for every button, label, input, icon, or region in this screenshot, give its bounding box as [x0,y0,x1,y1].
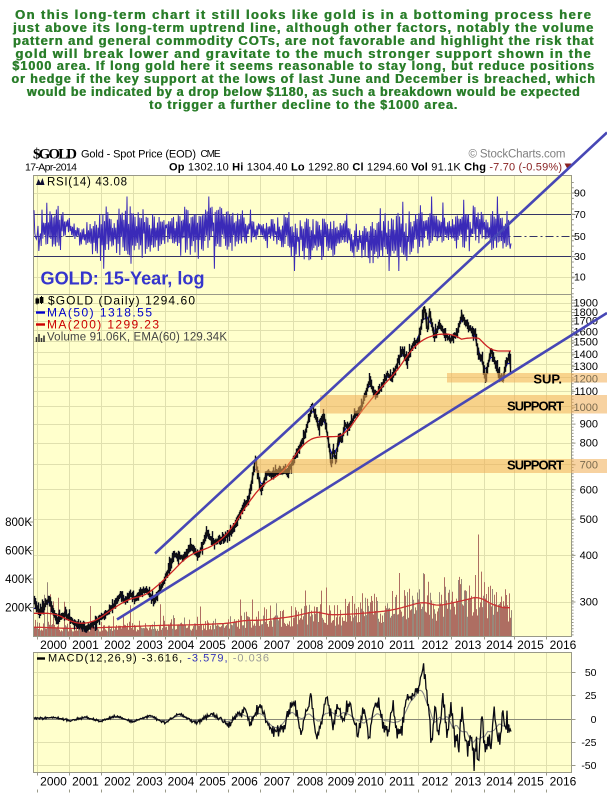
svg-text:2016: 2016 [550,775,577,789]
svg-text:MA(50) 1318.55: MA(50) 1318.55 [47,306,152,320]
svg-text:800K: 800K [5,517,32,529]
svg-text:900: 900 [580,419,598,431]
svg-text:30: 30 [574,251,586,263]
svg-text:1300: 1300 [574,361,598,373]
svg-text:1000: 1000 [574,402,598,414]
svg-text:1200: 1200 [574,374,598,386]
svg-text:300: 300 [580,597,598,609]
svg-text:© StockCharts.com: © StockCharts.com [469,149,566,161]
svg-text:2013: 2013 [455,638,482,652]
svg-text:2015: 2015 [517,775,544,789]
svg-text:SUPPORT: SUPPORT [507,399,564,414]
svg-text:90: 90 [574,188,586,200]
svg-text:RSI(14) 43.08: RSI(14) 43.08 [47,177,127,189]
svg-text:400: 400 [580,550,598,562]
svg-text:2001: 2001 [72,775,99,789]
svg-text:2002: 2002 [104,775,131,789]
svg-text:600: 600 [580,484,598,496]
svg-text:2007: 2007 [264,775,291,789]
svg-text:1100: 1100 [574,386,598,398]
svg-text:2016: 2016 [550,638,577,652]
svg-text:2003: 2003 [136,638,163,652]
svg-text:2006: 2006 [231,638,258,652]
svg-text:2010: 2010 [357,775,384,789]
svg-text:400K: 400K [5,574,32,586]
svg-text:2006: 2006 [231,775,258,789]
svg-text:2014: 2014 [486,638,513,652]
svg-text:2001: 2001 [72,638,99,652]
svg-text:GOLD: 15-Year, log: GOLD: 15-Year, log [41,268,205,289]
svg-text:700: 700 [580,459,598,471]
svg-text:Op 1302.10 Hi 1304.40 Lo 1292.: Op 1302.10 Hi 1304.40 Lo 1292.80 Cl 1294… [169,162,562,174]
svg-text:2011: 2011 [389,775,415,789]
svg-text:50: 50 [574,231,586,243]
svg-text:2011: 2011 [389,638,415,652]
svg-text:800: 800 [580,438,598,450]
svg-text:2005: 2005 [199,638,226,652]
svg-text:10: 10 [574,272,586,284]
svg-text:2000: 2000 [40,775,67,789]
svg-text:2003: 2003 [136,775,163,789]
svg-text:2013: 2013 [455,775,482,789]
svg-text:2004: 2004 [168,638,195,652]
svg-text:Gold - Spot Price (EOD): Gold - Spot Price (EOD) [81,149,196,161]
svg-text:Volume 91.06K, EMA(60) 129.34K: Volume 91.06K, EMA(60) 129.34K [47,332,227,344]
svg-text:1400: 1400 [574,349,598,361]
svg-text:25: 25 [585,690,597,702]
svg-text:2009: 2009 [328,775,355,789]
svg-text:2012: 2012 [422,775,449,789]
svg-text:2005: 2005 [199,775,226,789]
svg-text:2008: 2008 [297,775,324,789]
svg-text:2004: 2004 [168,775,195,789]
svg-text:$GOLD (Daily) 1294.60: $GOLD (Daily) 1294.60 [48,294,195,308]
svg-text:MACD(12,26,9) -3.616, -3.579,: MACD(12,26,9) -3.616, -3.579, -0.036 [48,653,269,665]
svg-text:2012: 2012 [422,638,449,652]
svg-text:500: 500 [580,514,598,526]
svg-text:$GOLD: $GOLD [33,147,77,163]
svg-text:SUPPORT: SUPPORT [507,458,564,473]
svg-text:600K: 600K [5,546,32,558]
svg-text:2002: 2002 [104,638,131,652]
svg-text:0: 0 [591,714,597,726]
svg-text:1500: 1500 [574,337,598,349]
svg-text:MA(200) 1299.23: MA(200) 1299.23 [47,318,159,332]
svg-text:2000: 2000 [40,638,67,652]
svg-text:1800: 1800 [574,307,598,319]
svg-text:2007: 2007 [264,638,291,652]
svg-text:CME: CME [201,149,221,160]
svg-text:2008: 2008 [297,638,324,652]
svg-text:2014: 2014 [486,775,513,789]
svg-text:2015: 2015 [517,638,544,652]
svg-text:2010: 2010 [357,638,384,652]
svg-text:17-Apr-2014: 17-Apr-2014 [25,162,77,174]
svg-text:1900: 1900 [574,298,598,310]
svg-text:70: 70 [574,209,586,221]
svg-text:200K: 200K [5,603,32,615]
svg-text:SUP.: SUP. [533,372,562,387]
svg-text:50: 50 [585,667,597,679]
svg-text:-50: -50 [581,760,596,772]
svg-text:1700: 1700 [574,316,598,328]
svg-text:-25: -25 [581,737,596,749]
svg-text:2009: 2009 [328,638,355,652]
